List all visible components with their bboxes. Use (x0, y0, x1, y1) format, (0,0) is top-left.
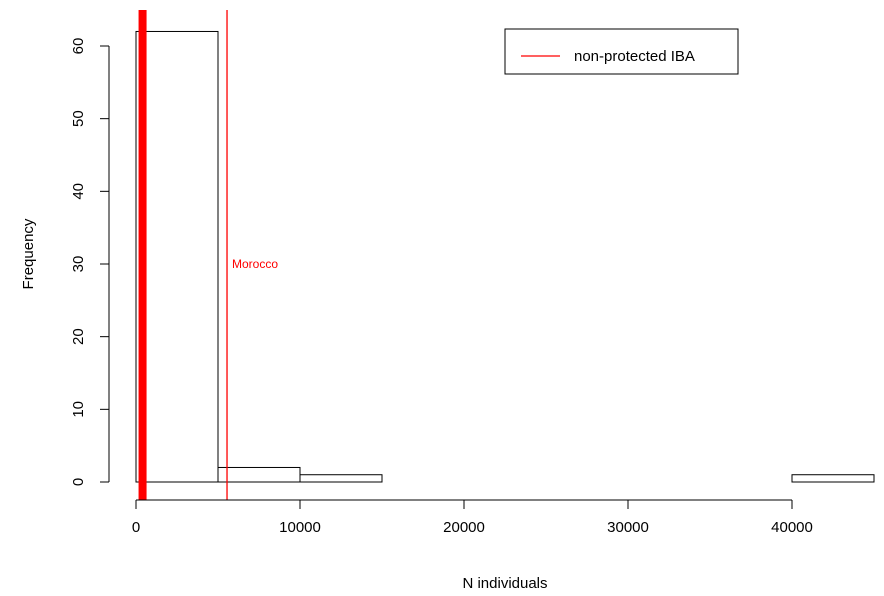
y-tick-label: 20 (70, 328, 87, 345)
x-axis-title: N individuals (462, 575, 547, 592)
histogram-bars (135, 30, 875, 483)
histogram-bar-0 (135, 30, 219, 483)
legend-box (504, 28, 739, 75)
y-tick-label: 40 (70, 183, 87, 200)
y-tick-label: 50 (70, 110, 87, 127)
histogram-bar-2 (299, 474, 383, 483)
y-tick-label: 0 (70, 478, 87, 486)
x-tick-label: 20000 (443, 519, 485, 536)
x-tick-label: 40000 (771, 519, 813, 536)
y-tick-label: 10 (70, 401, 87, 418)
x-tick-label: 10000 (279, 519, 321, 536)
histogram-bar-8 (791, 474, 875, 483)
legend-label: non-protected IBA (574, 48, 695, 65)
x-tick-label: 0 (132, 519, 140, 536)
y-tick-label: 30 (70, 256, 87, 273)
reference-line-label: Morocco (232, 257, 278, 271)
y-tick-label: 60 (70, 38, 87, 55)
x-axis: 0 10000 20000 30000 40000 (132, 499, 813, 536)
legend: non-protected IBA (504, 28, 739, 75)
reference-lines (138, 10, 228, 500)
y-axis-title: Frequency (20, 218, 37, 289)
line-annotations: Morocco (232, 257, 278, 271)
histogram-bar-1 (217, 466, 301, 483)
y-axis: 0 10 20 30 40 50 60 (70, 38, 110, 486)
x-tick-label: 30000 (607, 519, 649, 536)
